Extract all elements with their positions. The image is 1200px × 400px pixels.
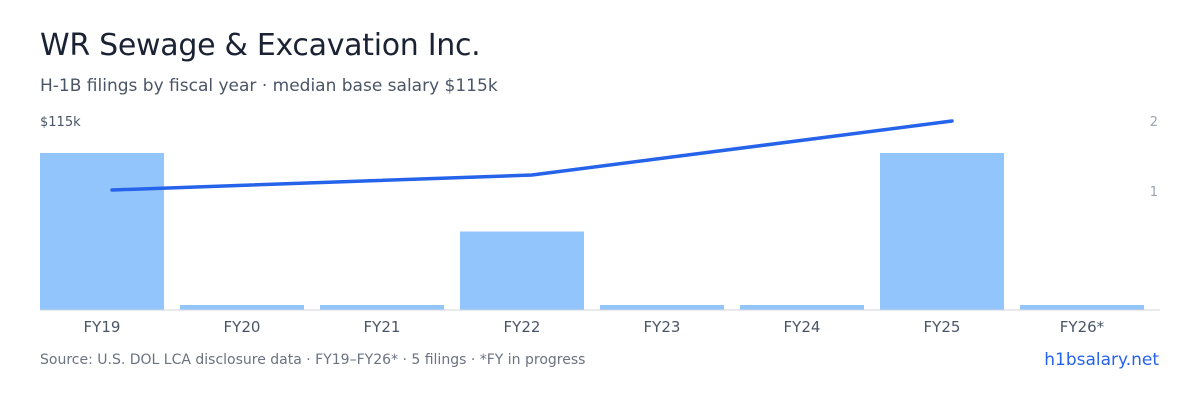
x-tick-label: FY23 [644, 318, 681, 336]
bar-fy25 [880, 153, 1004, 310]
right-axis-tick: 1 [1150, 185, 1158, 200]
x-tick-label: FY24 [784, 318, 821, 336]
chart-title: WR Sewage & Excavation Inc. [40, 28, 481, 63]
x-tick-label: FY22 [504, 318, 541, 336]
x-tick-label: FY20 [224, 318, 261, 336]
bar-fy24 [740, 305, 864, 310]
x-tick-label: FY26* [1060, 318, 1105, 336]
bar-fy21 [320, 305, 444, 310]
source-note: Source: U.S. DOL LCA disclosure data · F… [40, 352, 586, 368]
left-axis-label: $115k [40, 115, 81, 130]
x-tick-label: FY25 [924, 318, 961, 336]
right-axis-tick: 2 [1150, 115, 1158, 130]
x-tick-label: FY21 [364, 318, 401, 336]
bar-fy26 [1020, 305, 1144, 310]
salary-line [110, 119, 954, 192]
bar-fy22 [460, 231, 584, 310]
bar-fy20 [180, 305, 304, 310]
bar-fy23 [600, 305, 724, 310]
x-tick-label: FY19 [84, 318, 121, 336]
chart-subtitle: H-1B filings by fiscal year · median bas… [40, 76, 498, 96]
bar-fy19 [40, 153, 164, 310]
brand-link[interactable]: h1bsalary.net [1044, 350, 1159, 370]
